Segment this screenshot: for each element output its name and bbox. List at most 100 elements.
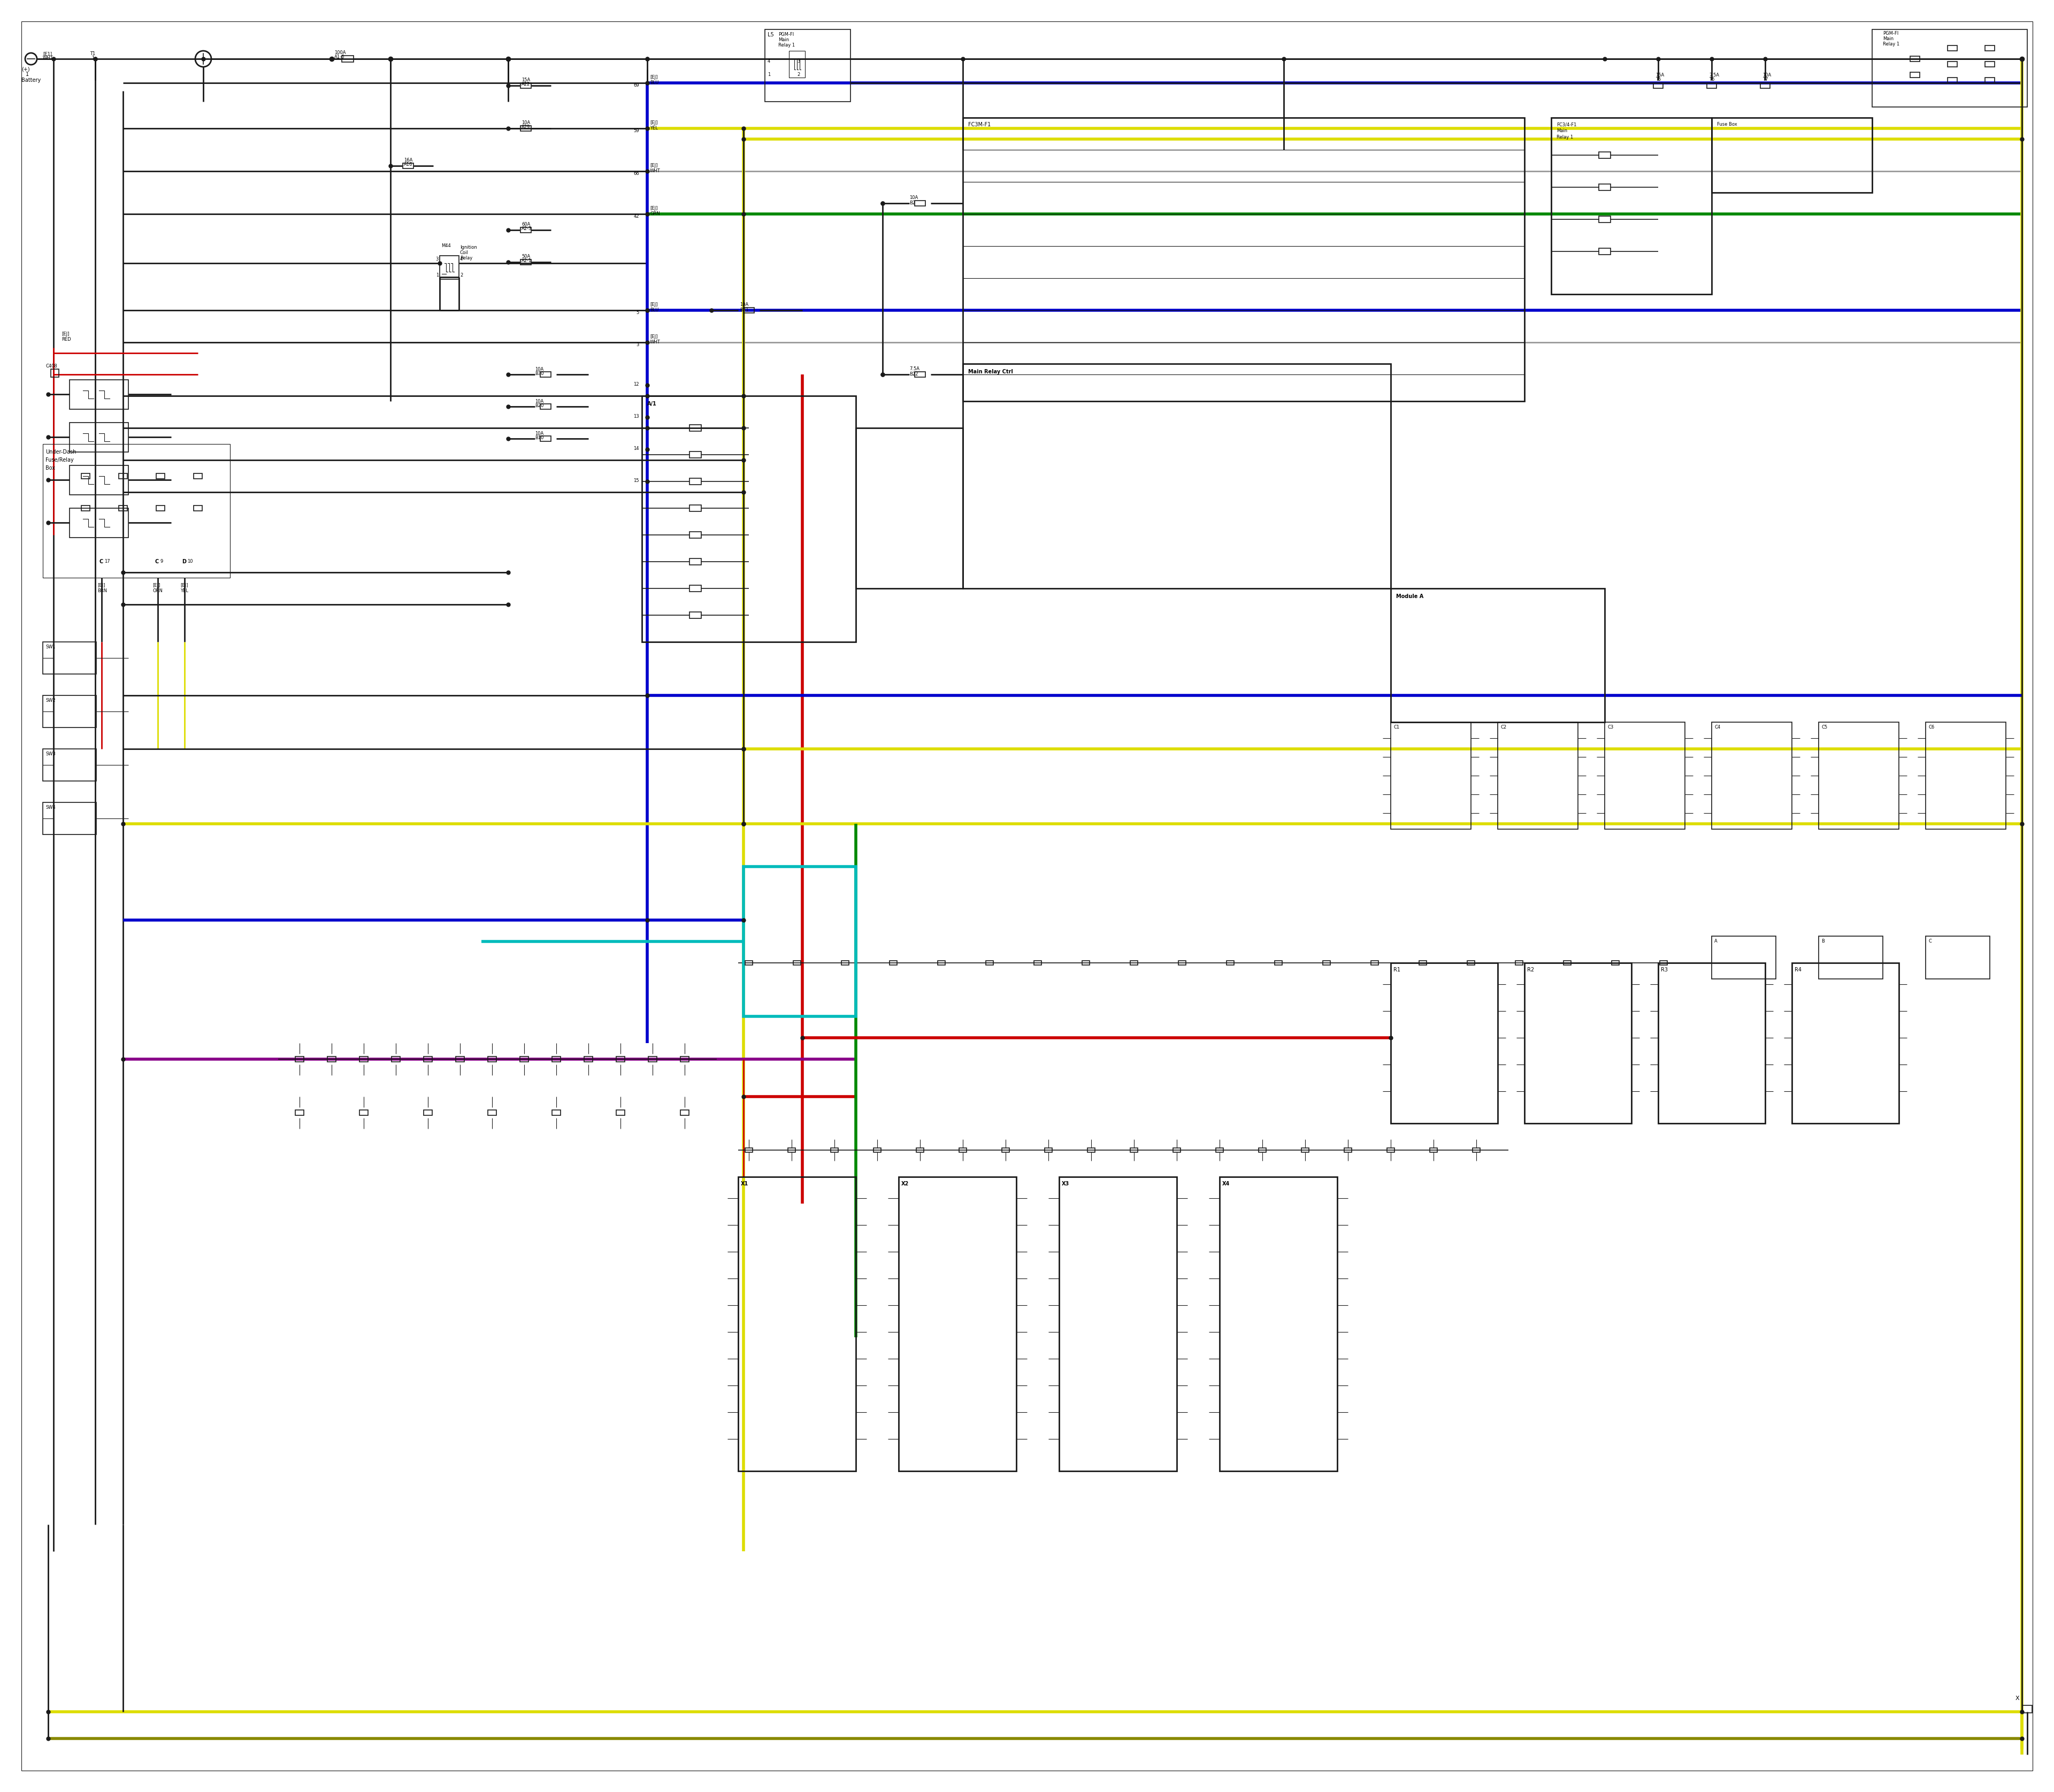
Text: Main Relay Ctrl: Main Relay Ctrl [967, 369, 1013, 375]
Text: Main: Main [1884, 36, 1894, 41]
Bar [616, 1057, 624, 1063]
Bar [793, 961, 801, 966]
Bar [1707, 82, 1717, 88]
Text: C: C [99, 559, 103, 564]
Text: B31: B31 [739, 308, 748, 312]
Bar [540, 435, 550, 441]
Bar [1598, 185, 1610, 190]
Bar [616, 1109, 624, 1115]
Text: [E1]: [E1] [43, 52, 51, 56]
Bar [440, 256, 458, 280]
Bar [914, 371, 926, 376]
Text: C5: C5 [1822, 724, 1828, 729]
Bar [520, 1057, 528, 1063]
Text: 59: 59 [633, 129, 639, 133]
Text: C1: C1 [1393, 724, 1399, 729]
Bar [1927, 935, 1990, 978]
Bar [1033, 961, 1041, 966]
Bar [82, 505, 90, 511]
Bar [1658, 962, 1764, 1124]
Text: Main: Main [778, 38, 789, 43]
Bar [1391, 962, 1497, 1124]
Bar [830, 1149, 838, 1152]
Text: A: A [1715, 939, 1717, 944]
Text: L5: L5 [768, 32, 774, 38]
Bar [1343, 1149, 1352, 1152]
Bar [403, 163, 413, 168]
Text: 10A: 10A [522, 120, 530, 125]
Text: 1: 1 [92, 56, 94, 61]
Text: 2: 2 [460, 272, 462, 278]
Text: B20: B20 [534, 403, 544, 409]
Bar [789, 50, 805, 77]
Text: Main: Main [1557, 129, 1567, 133]
Text: Ignition: Ignition [460, 246, 477, 249]
Bar [193, 505, 201, 511]
Bar [540, 403, 550, 409]
Bar [1604, 722, 1684, 830]
Bar [1216, 1149, 1224, 1152]
Bar [359, 1109, 368, 1115]
Bar [70, 466, 127, 495]
Text: A2-3: A2-3 [522, 226, 532, 231]
Text: 3: 3 [435, 256, 440, 262]
Text: X4: X4 [1222, 1181, 1230, 1186]
Bar [520, 82, 532, 88]
Bar [939, 961, 945, 966]
Text: B2: B2 [910, 201, 916, 206]
Bar [916, 1149, 924, 1152]
Text: 7.5A: 7.5A [1709, 73, 1719, 77]
Text: FC3M-F1: FC3M-F1 [967, 122, 990, 127]
Text: [EJ]: [EJ] [649, 120, 657, 125]
Bar [553, 1057, 561, 1063]
Text: B30: B30 [534, 371, 544, 376]
Text: A1-6: A1-6 [335, 54, 345, 59]
Bar [70, 509, 127, 538]
Bar [1130, 961, 1138, 966]
Bar [489, 1109, 497, 1115]
Bar [327, 1057, 337, 1063]
Bar [1818, 935, 1884, 978]
Text: 3: 3 [797, 59, 799, 65]
Bar [649, 1057, 657, 1063]
Text: B10: B10 [534, 435, 544, 441]
Bar [744, 308, 754, 314]
Bar [1711, 935, 1777, 978]
Bar [1653, 82, 1664, 88]
Bar [553, 1109, 561, 1115]
Bar [341, 56, 353, 63]
Text: [EJ]: [EJ] [649, 75, 657, 79]
Bar [690, 611, 700, 618]
Text: 12: 12 [633, 382, 639, 387]
Text: [EJ]: [EJ] [181, 582, 189, 588]
Bar [746, 1149, 752, 1152]
Text: 100A: 100A [335, 50, 345, 56]
Text: X1: X1 [741, 1181, 748, 1186]
Bar [1910, 56, 1920, 61]
Text: Module A: Module A [1397, 593, 1423, 599]
Text: Under-Dash: Under-Dash [45, 450, 76, 455]
Text: R3: R3 [1662, 968, 1668, 973]
Text: Relay: Relay [460, 256, 472, 260]
Bar [193, 473, 201, 478]
Text: 66: 66 [633, 172, 639, 176]
Bar [1391, 722, 1471, 830]
Bar [1711, 118, 1871, 192]
Text: 50A: 50A [522, 254, 530, 258]
Bar [1947, 77, 1957, 82]
Text: C6: C6 [1929, 724, 1935, 729]
Text: Coil: Coil [460, 251, 468, 254]
Bar [583, 1057, 594, 1063]
Text: 1: 1 [768, 72, 770, 77]
Text: Relay 1: Relay 1 [778, 43, 795, 48]
Bar [1467, 961, 1475, 966]
Text: R2: R2 [1526, 968, 1534, 973]
Text: 9: 9 [160, 559, 162, 564]
Bar [296, 1109, 304, 1115]
Text: T7: T7 [1762, 77, 1768, 82]
Text: Battery: Battery [21, 77, 41, 82]
Bar [119, 473, 127, 478]
Bar [1711, 722, 1791, 830]
Bar [914, 201, 926, 206]
Bar [43, 444, 230, 577]
